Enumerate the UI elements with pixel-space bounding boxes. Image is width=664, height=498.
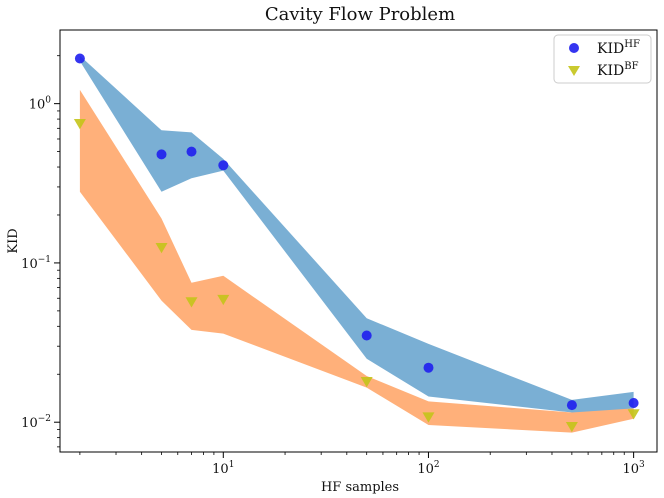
data-points (73, 53, 640, 433)
y-tick-label: 100 (29, 96, 52, 113)
point-hf (361, 330, 372, 341)
y-axis-ticks: 10−2 10−1 100 (21, 55, 60, 448)
point-hf (186, 146, 197, 157)
legend-marker-bf (568, 66, 580, 76)
point-hf (566, 400, 577, 411)
legend-label-hf: KIDHF (597, 39, 640, 57)
point-bf (565, 421, 578, 433)
point-bf (73, 119, 86, 130)
y-tick-label: 10−2 (21, 414, 51, 431)
x-tick-label: 101 (212, 460, 234, 477)
point-bf (185, 297, 198, 308)
point-hf (74, 53, 85, 64)
point-hf (628, 398, 639, 408)
x-tick-label: 102 (417, 460, 439, 477)
point-bf (627, 409, 640, 420)
point-bf (217, 294, 230, 306)
point-bf (422, 412, 435, 423)
plot-frame (59, 29, 658, 453)
point-hf (218, 160, 229, 171)
y-axis-label: KID (6, 228, 21, 253)
legend: KIDHF KIDBF (553, 34, 652, 84)
uncertainty-bands (79, 55, 634, 433)
y-tick-label: 10−1 (21, 255, 51, 272)
x-axis-label: HF samples (321, 480, 399, 495)
point-bf (155, 242, 168, 254)
point-hf (423, 362, 434, 373)
point-bf (360, 377, 373, 388)
x-tick-label: 103 (622, 460, 645, 477)
x-axis-ticks: 101 102 103 (79, 452, 645, 477)
band-hf (79, 55, 634, 413)
point-hf (156, 149, 167, 160)
chart-title: Cavity Flow Problem (265, 4, 455, 25)
legend-label-bf: KIDBF (597, 61, 639, 79)
legend-marker-hf (569, 43, 579, 53)
